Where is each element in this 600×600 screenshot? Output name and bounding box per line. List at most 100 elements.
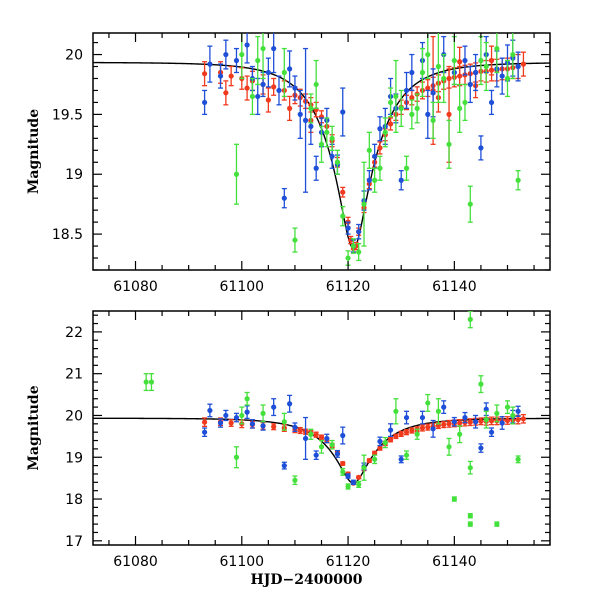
data-point-green	[361, 161, 367, 247]
data-point-blue	[313, 450, 319, 460]
data-point-green	[292, 475, 298, 486]
data-point-blue	[302, 416, 309, 460]
data-point-green	[425, 393, 431, 412]
data-point-red	[201, 61, 208, 87]
data-point-green	[345, 483, 351, 490]
data-point-blue	[265, 57, 271, 88]
data-point-blue	[515, 405, 521, 417]
data-point-green	[515, 170, 521, 191]
data-point-red	[297, 426, 303, 435]
data-point-green	[313, 59, 319, 110]
data-point-green	[462, 83, 468, 122]
x-tick-label: 61100	[220, 279, 265, 295]
data-point-green	[255, 35, 261, 86]
data-point-green	[393, 59, 399, 133]
data-point-red	[313, 431, 319, 438]
data-point-blue	[223, 409, 229, 422]
data-point-green	[249, 77, 256, 116]
data-point-green	[483, 410, 489, 429]
data-point-blue	[409, 53, 415, 92]
data-point-green	[233, 143, 240, 205]
data-point-red	[425, 423, 431, 431]
data-point-blue	[233, 47, 240, 74]
data-point-blue	[441, 400, 447, 415]
bottom-x-axis-label: HJD−2400000	[251, 572, 363, 588]
data-point-green	[366, 131, 372, 169]
data-point-blue	[334, 449, 341, 458]
x-tick-label: 61140	[432, 279, 477, 295]
data-point-green	[372, 167, 378, 193]
data-point-green	[382, 436, 388, 449]
data-point-red	[228, 65, 234, 87]
data-point-blue	[350, 479, 356, 486]
data-point-green	[318, 439, 325, 454]
y-tick-label: 21	[65, 367, 83, 383]
data-point-red	[271, 423, 277, 431]
data-point-blue	[281, 187, 287, 209]
data-point-green	[403, 450, 410, 460]
data-point-green	[393, 398, 399, 425]
data-point-blue	[324, 433, 330, 444]
data-point-blue	[403, 410, 410, 425]
data-point-blue	[499, 57, 505, 95]
bottom-panel-frame	[92, 310, 551, 546]
data-point-red	[244, 75, 250, 101]
data-point-blue	[302, 47, 309, 193]
data-point-blue	[329, 143, 335, 169]
data-point-green	[510, 406, 516, 425]
data-point-green	[478, 375, 484, 394]
data-point-red	[403, 429, 410, 436]
data-point-green	[467, 460, 473, 475]
data-point-green	[467, 521, 473, 527]
data-point-blue	[292, 75, 298, 101]
data-point-green	[515, 455, 521, 464]
data-point-green	[148, 373, 155, 392]
data-point-green	[340, 467, 346, 476]
data-point-blue	[340, 426, 346, 445]
data-point-green	[494, 521, 500, 527]
data-point-blue	[473, 53, 479, 92]
data-point-green	[414, 93, 420, 124]
data-point-green	[340, 205, 346, 227]
data-point-blue	[340, 87, 346, 137]
data-point-green	[372, 454, 378, 465]
data-point-blue	[287, 50, 293, 88]
data-point-blue	[499, 416, 505, 430]
data-point-blue	[467, 65, 473, 104]
data-point-green	[377, 155, 383, 181]
data-point-green	[143, 373, 149, 392]
data-point-blue	[403, 71, 410, 110]
y-tick-label: 20	[65, 48, 83, 64]
data-point-blue	[201, 89, 208, 116]
data-point-blue	[372, 143, 378, 169]
data-point-red	[504, 416, 511, 425]
data-point-green	[361, 454, 367, 481]
x-tick-label: 61120	[326, 279, 371, 295]
data-point-red	[271, 77, 277, 96]
data-point-blue	[345, 221, 351, 235]
data-point-red	[488, 45, 495, 76]
data-point-red	[356, 474, 362, 480]
data-point-red	[366, 457, 372, 464]
top-panel: 61080 61100 61120 61140 18.5 19 19.5 20 Magnitu…	[26, 32, 551, 295]
data-point-green	[308, 93, 314, 124]
data-point-green	[239, 406, 245, 425]
data-point-blue	[356, 223, 362, 240]
data-point-blue	[451, 416, 457, 427]
data-point-red	[340, 460, 346, 467]
data-point-green	[414, 428, 420, 440]
data-point-blue	[223, 39, 229, 70]
data-point-green	[446, 437, 452, 456]
data-point-blue	[207, 403, 213, 418]
data-point-green	[483, 41, 489, 92]
data-point-green	[292, 227, 298, 253]
data-point-red	[377, 141, 383, 155]
data-point-blue	[244, 405, 250, 420]
x-tick-label: 61100	[220, 554, 265, 570]
y-tick-label: 18	[65, 492, 83, 508]
data-point-green	[504, 59, 511, 98]
data-point-blue	[398, 455, 404, 464]
data-point-green	[281, 47, 287, 98]
data-point-green	[409, 99, 415, 130]
